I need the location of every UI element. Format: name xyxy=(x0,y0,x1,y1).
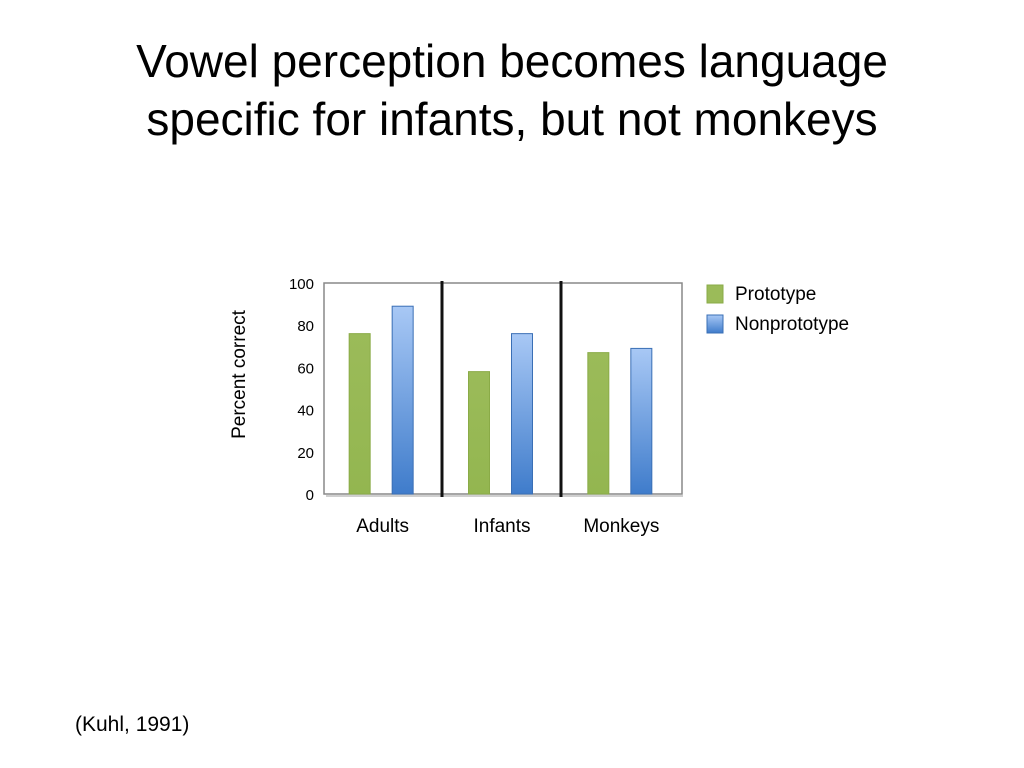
slide-title-line-1: Vowel perception becomes language xyxy=(136,35,888,87)
y-tick-label: 100 xyxy=(289,276,314,293)
x-category-label: Monkeys xyxy=(583,516,659,537)
legend-label-nonprototype: Nonprototype xyxy=(735,314,849,335)
y-tick-label: 0 xyxy=(306,487,314,504)
slide-title-line-2: specific for infants, but not monkeys xyxy=(146,93,878,145)
bar-nonprototype-infants xyxy=(511,333,533,495)
y-axis-label: Percent correct xyxy=(229,309,250,439)
y-tick-label: 20 xyxy=(297,445,314,462)
bar-nonprototype-adults xyxy=(391,305,414,495)
bar-prototype-infants xyxy=(468,371,490,495)
y-tick-label: 80 xyxy=(297,318,314,335)
x-category-label: Infants xyxy=(473,516,530,537)
x-category-label: Adults xyxy=(356,516,409,537)
legend-label-prototype: Prototype xyxy=(735,284,816,305)
citation: (Kuhl, 1991) xyxy=(75,713,190,736)
plot-frame xyxy=(323,282,683,495)
y-tick-label: 60 xyxy=(297,360,314,377)
bar-nonprototype-monkeys xyxy=(630,347,653,495)
y-tick-label: 40 xyxy=(297,403,314,420)
legend-swatch-nonprototype xyxy=(706,314,724,334)
slide-title: Vowel perception becomes language specif… xyxy=(40,32,984,148)
legend-swatch-prototype xyxy=(706,284,724,304)
bar-prototype-adults xyxy=(348,333,371,495)
bar-prototype-monkeys xyxy=(587,352,610,495)
